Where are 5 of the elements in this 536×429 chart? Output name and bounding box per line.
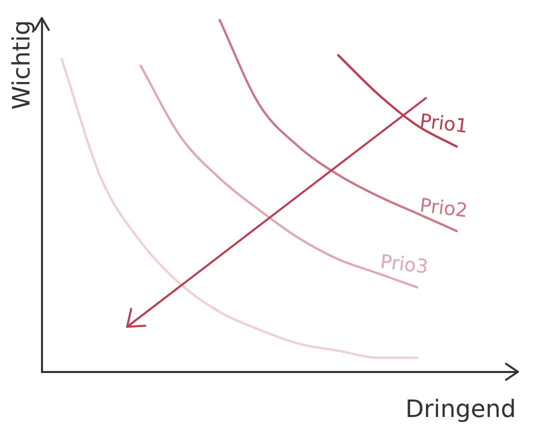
text: Prio1: [418, 110, 469, 138]
x-axis-title: Dringend: [405, 394, 516, 423]
y-axis-title: Wichtig: [8, 20, 36, 110]
text: Prio3: [379, 250, 430, 278]
text: Prio2: [418, 194, 469, 222]
